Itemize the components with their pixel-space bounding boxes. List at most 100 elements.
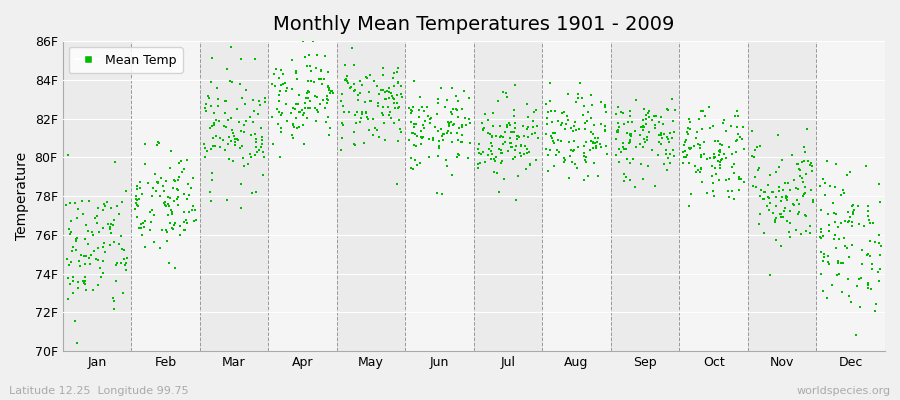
Point: [308, 105, 322, 111]
Point: [660, 106, 674, 112]
Point: [392, 79, 406, 86]
Point: [584, 92, 598, 98]
Point: [128, 206, 142, 212]
Point: [525, 131, 539, 138]
Point: [380, 88, 394, 94]
Point: [112, 241, 127, 248]
Point: [227, 132, 241, 139]
Point: [381, 104, 395, 111]
Point: [676, 149, 690, 155]
Point: [694, 165, 708, 171]
Point: [797, 212, 812, 218]
Point: [217, 147, 231, 154]
Point: [287, 124, 302, 130]
Point: [625, 118, 639, 125]
Point: [543, 98, 557, 104]
Point: [762, 200, 777, 206]
Point: [648, 124, 662, 131]
Point: [528, 157, 543, 163]
Point: [67, 274, 81, 281]
Point: [707, 165, 722, 171]
Point: [180, 220, 194, 226]
Point: [138, 244, 152, 250]
Point: [162, 259, 176, 266]
Point: [796, 158, 811, 164]
Point: [872, 240, 886, 247]
Point: [514, 141, 528, 148]
Point: [757, 196, 771, 202]
Point: [256, 153, 271, 160]
Point: [579, 159, 593, 165]
Point: [641, 163, 655, 169]
Point: [413, 160, 428, 166]
Point: [232, 81, 247, 87]
Point: [450, 154, 464, 160]
Point: [577, 102, 591, 109]
Point: [695, 178, 709, 185]
Point: [132, 184, 147, 191]
Point: [778, 194, 793, 200]
Point: [492, 123, 507, 129]
Point: [234, 56, 248, 62]
Point: [104, 205, 118, 211]
Point: [117, 247, 131, 253]
Point: [203, 103, 218, 109]
Point: [320, 96, 334, 102]
Point: [503, 121, 517, 128]
Point: [814, 271, 828, 277]
Point: [299, 94, 313, 101]
Point: [539, 146, 554, 152]
Point: [104, 220, 118, 227]
Point: [485, 151, 500, 157]
Point: [313, 76, 328, 82]
Point: [576, 112, 590, 118]
Point: [635, 127, 650, 134]
Point: [445, 111, 459, 117]
Point: [633, 141, 647, 148]
Point: [273, 154, 287, 160]
Point: [793, 173, 807, 179]
Point: [303, 68, 318, 74]
Point: [623, 108, 637, 114]
Point: [483, 130, 498, 137]
Point: [313, 67, 328, 73]
Point: [567, 147, 581, 154]
Point: [745, 128, 760, 134]
Point: [310, 94, 324, 100]
Point: [69, 247, 84, 254]
Point: [750, 144, 764, 150]
Point: [868, 238, 882, 245]
Point: [509, 142, 524, 149]
Point: [783, 207, 797, 214]
Point: [225, 79, 239, 86]
Point: [713, 162, 727, 168]
Point: [442, 119, 456, 126]
Point: [861, 203, 876, 209]
Point: [662, 130, 677, 136]
Point: [693, 141, 707, 148]
Point: [435, 191, 449, 197]
Point: [835, 289, 850, 295]
Point: [706, 122, 720, 129]
Point: [175, 169, 189, 175]
Point: [161, 200, 176, 207]
Point: [804, 160, 818, 166]
Point: [526, 118, 540, 124]
Point: [771, 188, 786, 194]
Point: [81, 241, 95, 248]
Point: [445, 172, 459, 178]
Point: [557, 157, 572, 164]
Point: [432, 138, 446, 144]
Point: [248, 130, 262, 137]
Point: [488, 158, 502, 164]
Point: [462, 94, 476, 101]
Point: [442, 122, 456, 129]
Point: [248, 56, 263, 62]
Point: [159, 227, 174, 233]
Point: [679, 154, 693, 160]
Point: [176, 191, 191, 197]
Point: [109, 278, 123, 284]
Point: [504, 128, 518, 135]
Point: [297, 140, 311, 147]
Point: [315, 81, 329, 87]
